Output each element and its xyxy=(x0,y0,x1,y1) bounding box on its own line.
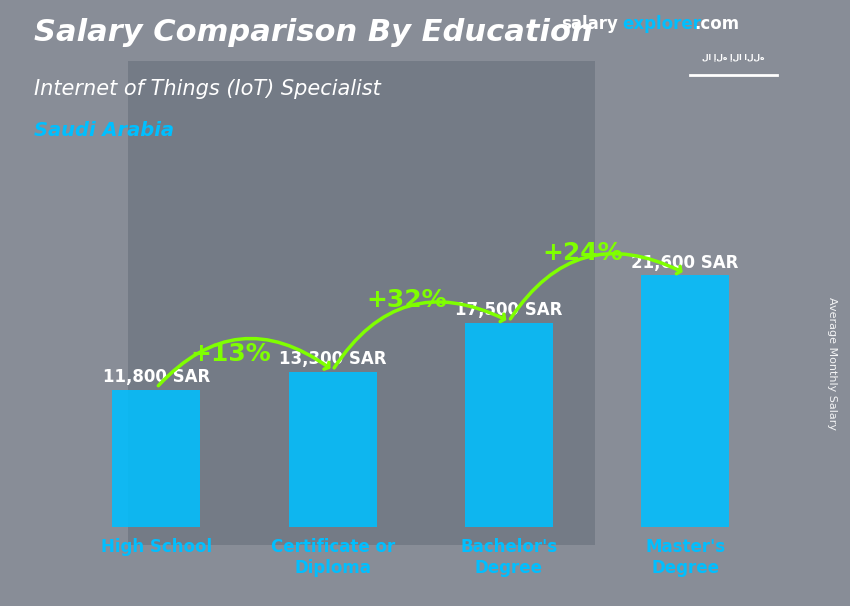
Text: 13,300 SAR: 13,300 SAR xyxy=(279,350,387,368)
Text: salary: salary xyxy=(561,15,618,33)
Text: Saudi Arabia: Saudi Arabia xyxy=(34,121,174,140)
Bar xyxy=(0,333,850,364)
Bar xyxy=(641,275,729,527)
Bar xyxy=(0,394,850,424)
Bar xyxy=(0,303,850,333)
Bar xyxy=(112,390,201,527)
Bar xyxy=(0,61,850,91)
Bar xyxy=(0,545,850,576)
Bar xyxy=(0,30,850,61)
Text: 17,500 SAR: 17,500 SAR xyxy=(455,301,563,319)
Bar xyxy=(0,0,850,30)
Text: 11,800 SAR: 11,800 SAR xyxy=(103,368,210,386)
Bar xyxy=(0,424,850,454)
Bar xyxy=(0,515,850,545)
Text: explorer: explorer xyxy=(622,15,701,33)
Text: .com: .com xyxy=(694,15,740,33)
Text: Internet of Things (IoT) Specialist: Internet of Things (IoT) Specialist xyxy=(34,79,381,99)
Bar xyxy=(0,364,850,394)
Text: 21,600 SAR: 21,600 SAR xyxy=(632,254,739,271)
Bar xyxy=(0,212,850,242)
Text: +32%: +32% xyxy=(366,288,447,312)
Text: +24%: +24% xyxy=(542,241,623,265)
Bar xyxy=(0,273,850,303)
Bar xyxy=(0,91,850,121)
Bar xyxy=(0,152,850,182)
Text: Salary Comparison By Education: Salary Comparison By Education xyxy=(34,18,592,47)
Bar xyxy=(289,372,377,527)
Text: لا إله إلا الله: لا إله إلا الله xyxy=(702,52,764,61)
Bar xyxy=(128,61,595,545)
Bar xyxy=(0,485,850,515)
Bar xyxy=(0,121,850,152)
Bar xyxy=(0,242,850,273)
Text: Average Monthly Salary: Average Monthly Salary xyxy=(827,297,837,430)
Bar xyxy=(0,182,850,212)
Bar xyxy=(465,323,552,527)
Text: +13%: +13% xyxy=(190,342,271,366)
Bar xyxy=(0,576,850,606)
Bar xyxy=(0,454,850,485)
